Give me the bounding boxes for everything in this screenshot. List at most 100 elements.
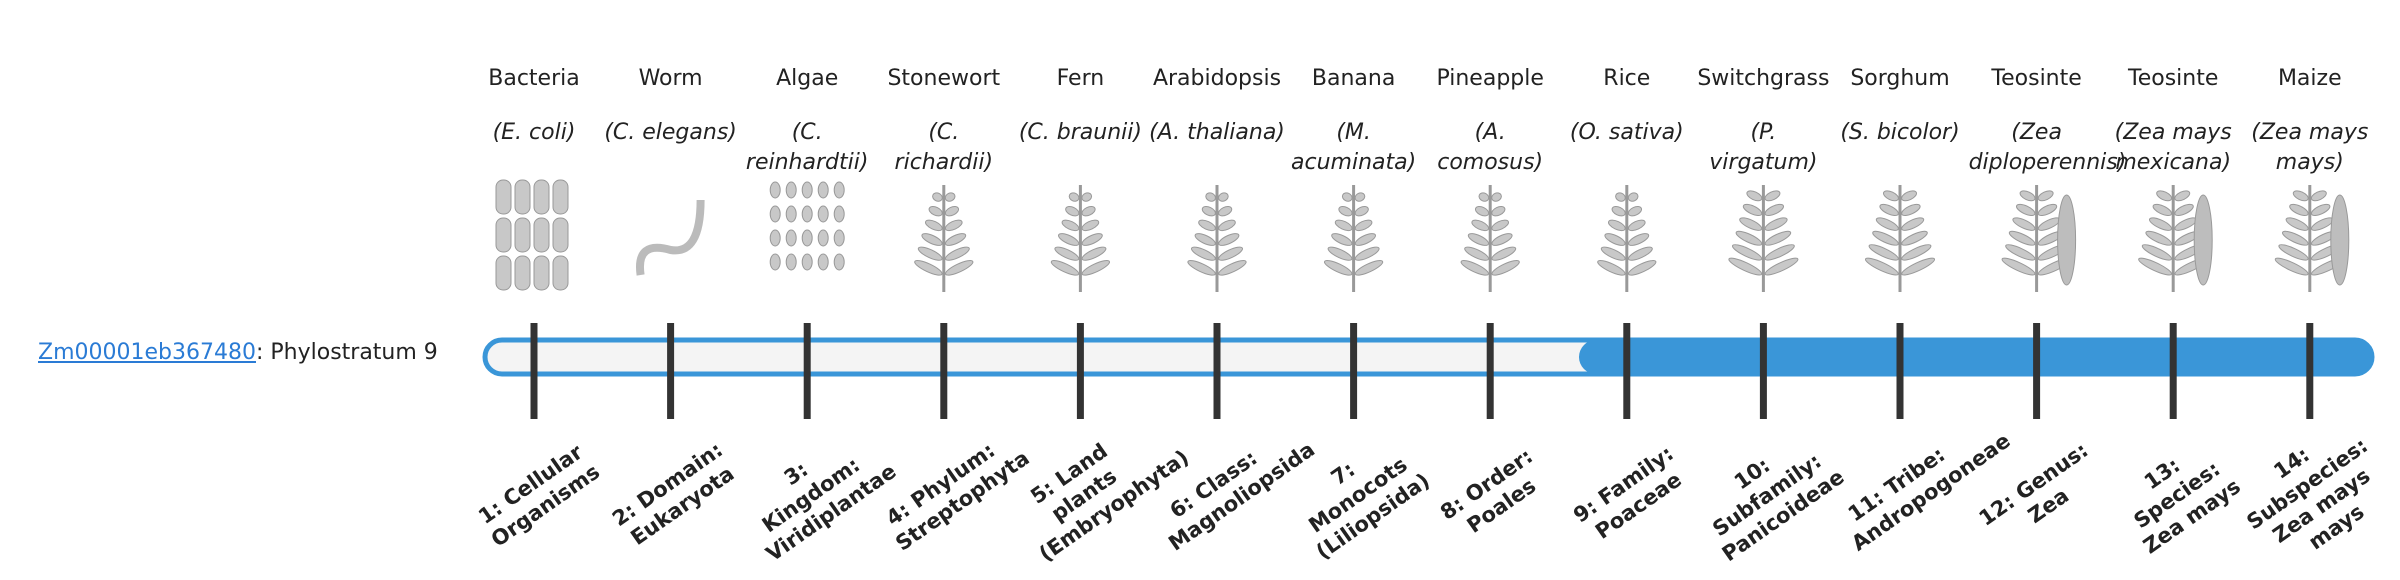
leaf <box>1735 230 1763 246</box>
leaf <box>1218 206 1233 217</box>
organism-scientific: (P. virgatum) <box>1709 120 1818 175</box>
leaf <box>1491 192 1502 202</box>
leaf <box>1198 219 1216 232</box>
leaf <box>1068 192 1080 202</box>
leaf <box>1879 203 1899 216</box>
leaf <box>1354 233 1376 246</box>
organism-name: Arabidopsis <box>1152 66 1282 91</box>
leaf <box>917 246 943 261</box>
organism-scientific: (C. richardii) <box>894 120 994 175</box>
organism-scientific: (M. acuminata) <box>1291 120 1417 175</box>
leaf <box>1901 190 1918 202</box>
leaf <box>1627 219 1646 232</box>
leaf <box>1600 246 1626 261</box>
organism-name: Switchgrass <box>1697 66 1830 91</box>
leaf <box>945 260 974 276</box>
leaf <box>944 192 956 202</box>
organism-name: Sorghum <box>1850 66 1950 91</box>
leaf <box>1081 246 1107 261</box>
leaf <box>1081 219 1100 232</box>
organism-illustration <box>495 179 569 291</box>
leaf <box>1081 192 1093 202</box>
cell <box>833 181 845 199</box>
cell <box>785 181 797 199</box>
leaf <box>1764 244 1795 261</box>
ear <box>2193 194 2213 286</box>
leaf <box>2005 244 2036 261</box>
leaf <box>928 206 943 217</box>
leaf <box>1323 260 1353 276</box>
leaf <box>1604 233 1626 246</box>
cell <box>533 217 550 253</box>
leaf <box>1728 257 1763 276</box>
organism-scientific: (E. coli) <box>492 120 576 145</box>
leaf <box>1187 260 1216 276</box>
leaf <box>1081 260 1111 276</box>
leaf <box>2141 244 2172 261</box>
leaf <box>1608 219 1626 232</box>
organism-illustration <box>1187 185 1247 292</box>
leaf <box>1218 219 1236 232</box>
leaf <box>1627 192 1639 202</box>
leaf <box>1327 246 1353 261</box>
organism-illustration <box>1597 185 1657 292</box>
leaf <box>1218 233 1240 246</box>
organism-name: Algae <box>776 66 839 91</box>
cell <box>833 205 845 223</box>
leaf <box>1491 246 1517 261</box>
leaf <box>1764 217 1788 231</box>
leaf <box>2145 230 2172 246</box>
organism-name: Bacteria <box>488 66 580 91</box>
cell <box>495 217 512 253</box>
cell <box>817 205 829 223</box>
leaf <box>1218 260 1247 276</box>
organism-scientific: (O. sativa) <box>1569 120 1684 145</box>
leaf <box>1058 233 1080 246</box>
leaf <box>1354 192 1366 202</box>
leaf <box>1205 192 1216 202</box>
leaf <box>1731 244 1763 261</box>
cell <box>785 205 797 223</box>
organism-illustration <box>769 181 845 271</box>
leaf <box>1331 233 1353 246</box>
leaf <box>1338 206 1353 217</box>
gene-link[interactable]: Zm00001eb367480 <box>38 340 256 365</box>
cell <box>769 205 781 223</box>
leaf <box>1764 190 1781 202</box>
leaf <box>1901 217 1925 231</box>
leaf <box>1901 257 1936 276</box>
leaf <box>1764 230 1792 246</box>
leaf <box>2008 230 2036 246</box>
leaf <box>1491 206 1506 217</box>
organism-scientific: (C. braunii) <box>1018 120 1142 145</box>
leaf <box>2274 257 2309 276</box>
leaf <box>1354 260 1384 276</box>
cell <box>833 229 845 247</box>
ear <box>2057 194 2077 286</box>
leaf <box>2285 217 2309 231</box>
organism-illustration <box>2138 185 2213 292</box>
organism-illustration <box>914 185 974 292</box>
organism-name: Maize <box>2277 66 2342 91</box>
organism-scientific: (C. reinhardtii) <box>745 120 869 175</box>
leaf <box>2310 190 2327 202</box>
organism-scientific: (C. elegans) <box>604 120 737 145</box>
leaf <box>2292 190 2309 202</box>
cell <box>817 181 829 199</box>
cell <box>495 179 512 215</box>
leaf <box>944 246 970 261</box>
cell <box>495 255 512 291</box>
leaf <box>1901 203 1921 216</box>
leaf <box>2278 244 2309 261</box>
cell <box>769 181 781 199</box>
leaf <box>2174 203 2194 216</box>
leaf <box>2012 217 2036 231</box>
leaf <box>1354 219 1373 232</box>
leaf <box>1868 244 1899 261</box>
leaf <box>2016 203 2036 216</box>
leaf <box>932 192 943 202</box>
leaf <box>925 219 943 232</box>
leaf <box>1341 192 1353 202</box>
leaf <box>1872 230 1899 246</box>
